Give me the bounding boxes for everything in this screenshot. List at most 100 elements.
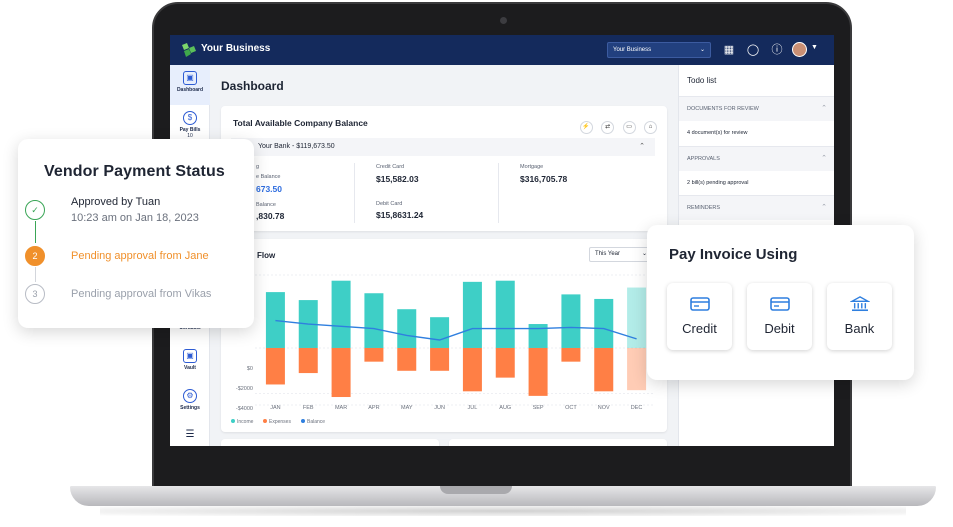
expenses-bar (265, 347, 285, 385)
sidebar-item-settings[interactable]: ⚙ Settings (170, 383, 210, 423)
x-tick-label: DEC (631, 405, 643, 411)
step-1-subtitle: 10:23 am on Jan 18, 2023 (71, 212, 199, 224)
x-tick-label: OCT (565, 405, 577, 411)
todo-section-reminders[interactable]: REMINDERS ⌃ (679, 195, 834, 220)
step-3-number: 3 (25, 284, 45, 304)
step-3-title: Pending approval from Vikas (71, 288, 212, 300)
todo-section-documents[interactable]: DOCUMENTS FOR REVIEW ⌃ (679, 96, 834, 121)
top-bar: Your Business Your Business ⌄ ▦ ◯ ⓘ ▼ (170, 35, 834, 65)
x-tick-label: MAR (335, 405, 347, 411)
sidebar-item-menu[interactable]: ☰ (170, 423, 210, 446)
chevron-up-icon[interactable]: ⌃ (821, 155, 827, 162)
menu-icon: ☰ (185, 429, 195, 440)
chevron-up-icon[interactable]: ⌃ (821, 105, 827, 112)
chevron-down-icon: ⌄ (699, 47, 705, 53)
sidebar-item-label: Contacts (179, 325, 201, 331)
income-bar (397, 309, 417, 348)
income-bar (528, 324, 548, 348)
step-2-number: 2 (25, 246, 45, 266)
debit-card-label: Debit Card (376, 201, 403, 207)
pay-option-label: Debit (764, 321, 795, 336)
todo-item[interactable]: 2 bill(s) pending approval (687, 180, 749, 186)
legend-label: Expenses (269, 419, 291, 425)
bank-icon[interactable]: ⌂ (644, 121, 657, 134)
period-select-value: This Year (595, 251, 621, 257)
chevron-up-icon[interactable]: ⌃ (821, 204, 827, 211)
step-1-title: Approved by Tuan (71, 196, 161, 208)
pay-credit-button[interactable]: Credit (667, 283, 732, 350)
expenses-bar (397, 347, 417, 371)
bank-account-row[interactable]: Your Bank - $119,673.50 ⌃ (231, 138, 655, 156)
x-tick-label: SEP (533, 405, 544, 411)
legend-swatch (231, 419, 235, 423)
sidebar-item-label: Pay Bills (179, 127, 201, 133)
transfer-icon[interactable]: ⇄ (601, 121, 615, 134)
expenses-bar (430, 347, 450, 371)
expenses-bar (594, 347, 614, 392)
bank-account-label: Your Bank - $119,673.50 (258, 143, 335, 150)
help-icon[interactable]: ⓘ (771, 44, 783, 56)
vault-icon: ▣ (183, 349, 197, 363)
todo-section-approvals[interactable]: APPROVALS ⌃ (679, 146, 834, 171)
sidebar-item-label: Dashboard (176, 87, 204, 93)
business-select-value: Your Business (613, 47, 652, 53)
debit-card-icon (769, 297, 790, 311)
laptop-notch (440, 486, 512, 494)
brand-name[interactable]: Your Business (201, 43, 271, 54)
expenses-bar (462, 347, 482, 392)
expenses-bar (561, 347, 581, 362)
todo-title: Todo list (687, 76, 717, 85)
balance-card-actions: ⚡ ⇄ ▭ ⌂ (576, 115, 657, 134)
camera-icon (500, 17, 507, 24)
checking-available-label: e Balance (256, 174, 281, 180)
balance-card-title: Total Available Company Balance (233, 118, 368, 128)
x-tick-label: AUG (499, 405, 511, 411)
sidebar-item-pay-bills[interactable]: $ Pay Bills 10 (170, 105, 210, 145)
legend-label: Balance (307, 419, 325, 425)
chevron-up-icon[interactable]: ⌃ (639, 143, 645, 150)
legend-swatch (263, 419, 267, 423)
x-tick-label: NOV (598, 405, 610, 411)
laptop-shadow (100, 506, 906, 516)
chat-icon[interactable]: ◯ (746, 44, 760, 56)
pay-invoice-title: Pay Invoice Using (669, 246, 798, 263)
pay-option-label: Bank (844, 321, 875, 336)
apps-grid-icon[interactable]: ▦ (723, 44, 735, 56)
sidebar-item-label: Settings (180, 405, 200, 411)
sidebar-item-contacts[interactable]: Contacts (170, 315, 210, 355)
checking-label: g (256, 164, 260, 170)
x-tick-label: JUL (468, 405, 478, 411)
dashboard-icon: ▣ (183, 71, 197, 85)
income-bar (561, 294, 581, 348)
income-bar (627, 287, 647, 348)
sidebar-item-label: Vault (184, 365, 196, 371)
mortgage-value: $316,705.78 (520, 174, 568, 184)
income-bar (495, 280, 515, 348)
pay-bank-button[interactable]: Bank (827, 283, 892, 350)
divider (498, 163, 499, 223)
pay-bills-badge: 10 (187, 133, 193, 139)
lightning-icon[interactable]: ⚡ (579, 121, 593, 134)
vendor-status-card: Vendor Payment Status (18, 139, 254, 328)
card-icon[interactable]: ▭ (622, 121, 636, 134)
expenses-bar (331, 347, 351, 398)
x-tick-label: FEB (303, 405, 314, 411)
income-bar (265, 292, 285, 348)
chevron-down-icon: ⌄ (641, 251, 647, 257)
page-title: Dashboard (221, 79, 284, 93)
sidebar-item-dashboard[interactable]: ▣ Dashboard (170, 65, 210, 105)
checking-balance-label: Balance (256, 202, 276, 208)
income-bar (594, 298, 614, 348)
sidebar-item-vault[interactable]: ▣ Vault (170, 343, 210, 383)
legend-label: Income (237, 419, 254, 425)
avatar[interactable] (792, 42, 807, 57)
lower-card-left (221, 439, 439, 446)
business-select[interactable]: Your Business ⌄ (607, 42, 711, 58)
chevron-down-icon[interactable]: ▼ (811, 44, 818, 51)
y-tick-label: $0 (247, 366, 253, 372)
todo-item[interactable]: 4 document(s) for review (687, 130, 748, 136)
expenses-bar (627, 347, 647, 391)
balance-card: Total Available Company Balance ⚡ ⇄ ▭ ⌂ … (221, 106, 667, 231)
pay-debit-button[interactable]: Debit (747, 283, 812, 350)
